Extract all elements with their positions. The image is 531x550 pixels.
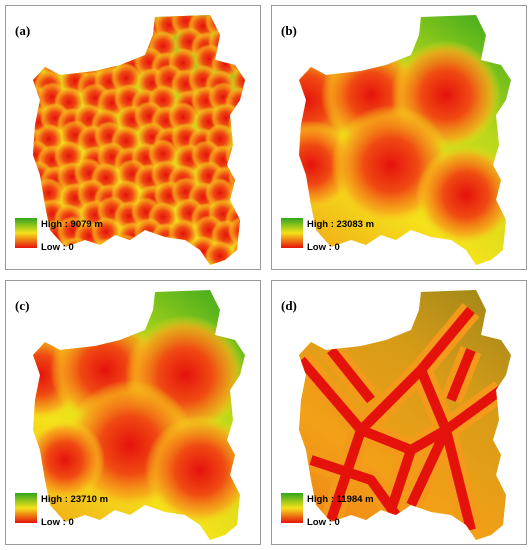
legend-ramp bbox=[281, 493, 303, 523]
distance-ridge bbox=[386, 448, 416, 512]
legend-ramp bbox=[281, 218, 303, 248]
panel-label: (a) bbox=[15, 23, 30, 38]
panel-label: (b) bbox=[281, 23, 297, 38]
map-panel: (a) High : 9079 m Low : 0 bbox=[5, 5, 261, 270]
map bbox=[299, 15, 511, 265]
legend-high: High : 23083 m bbox=[307, 219, 374, 230]
legend-high: High : 9079 m bbox=[41, 219, 103, 230]
panel-label: (c) bbox=[15, 298, 29, 313]
distance-ridge bbox=[309, 455, 401, 518]
distance-blob bbox=[33, 420, 105, 500]
legend-high: High : 23710 m bbox=[41, 494, 108, 505]
legend-low: Low : 0 bbox=[41, 517, 74, 528]
distance-ridge bbox=[441, 428, 476, 532]
legend-ramp bbox=[15, 493, 37, 523]
map-panel: (d) High : 11984 m Low : 0 bbox=[271, 280, 527, 545]
distance-blob bbox=[145, 415, 245, 525]
map-panel: (c) High : 23710 m Low : 0 bbox=[5, 280, 261, 545]
legend-low: Low : 0 bbox=[307, 242, 340, 253]
distance-blob bbox=[299, 120, 356, 210]
legend-low: Low : 0 bbox=[307, 517, 340, 528]
distance-blob bbox=[416, 145, 511, 245]
legend-high: High : 11984 m bbox=[307, 494, 374, 505]
map-panel: (b) High : 23083 m Low : 0 bbox=[271, 5, 527, 270]
distance-ridge bbox=[327, 346, 375, 404]
distance-ridge bbox=[443, 385, 504, 435]
panel-label: (d) bbox=[281, 298, 297, 313]
distance-ridge bbox=[446, 348, 476, 402]
legend-ramp bbox=[15, 218, 37, 248]
legend-low: Low : 0 bbox=[41, 242, 74, 253]
